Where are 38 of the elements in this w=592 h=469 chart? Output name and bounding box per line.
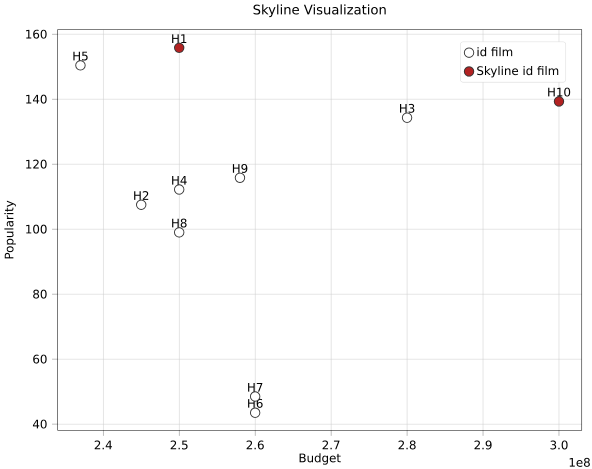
y-tick-label: 140: [26, 94, 47, 104]
point: [136, 200, 146, 210]
point: [554, 96, 564, 107]
text: 1e8: [570, 458, 590, 467]
x-tick-label: 2.4: [94, 440, 112, 450]
x-tick-label: 3.0: [550, 440, 568, 450]
x-tick-label: 2.7: [322, 440, 340, 450]
point: [402, 112, 412, 123]
x-tick-label: 2.9: [474, 440, 492, 450]
chart-title: Skyline Visualization: [254, 4, 386, 18]
annotation: H5: [73, 52, 88, 60]
x-tick-label: 2.5: [170, 440, 188, 450]
point: [174, 42, 184, 53]
x-tick-label: 2.8: [398, 440, 416, 450]
annotation: H1: [172, 34, 186, 43]
y-tick-label: 80: [33, 290, 47, 299]
point: [234, 172, 246, 183]
legend-label: id film: [478, 47, 512, 56]
point: [174, 184, 184, 195]
annotation: H2: [134, 191, 148, 200]
annotation: H7: [248, 382, 262, 392]
x-tick-label: 2.6: [246, 440, 264, 450]
y-tick-label: 160: [26, 30, 47, 39]
point: [174, 227, 184, 238]
annotation: H4: [172, 176, 187, 185]
y-tick-label: 40: [32, 420, 47, 429]
x-axis-title: Budget: [300, 453, 341, 465]
legend-label: Skyline id film: [477, 66, 558, 78]
point: [250, 408, 260, 418]
y-tick-label: 60: [33, 354, 47, 364]
y-tick-label: 120: [26, 160, 47, 169]
point: [75, 60, 86, 71]
y-axis-title: Popularity: [4, 200, 16, 258]
annotation: H3: [400, 104, 414, 113]
y-tick-label: 100: [26, 224, 47, 234]
annotation: H8: [172, 218, 187, 228]
annotation: H9: [232, 164, 248, 173]
annotation: H10: [548, 88, 570, 97]
